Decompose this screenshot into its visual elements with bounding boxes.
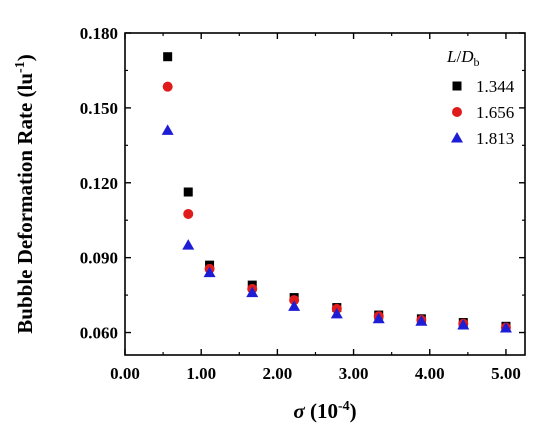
plot-frame xyxy=(124,32,526,356)
y-tick-label: 0.150 xyxy=(80,99,118,118)
data-point-circle xyxy=(183,208,194,219)
legend-title-L: L xyxy=(446,47,456,66)
x-axis-close: ) xyxy=(350,399,357,423)
data-point-triangle xyxy=(182,239,195,250)
data-point-triangle xyxy=(457,319,470,330)
legend-label: 1.656 xyxy=(476,103,514,122)
legend-title: L/Db xyxy=(446,47,479,69)
legend-title-slash: / xyxy=(456,47,461,66)
legend-marker-triangle xyxy=(451,132,463,143)
y-tick-label: 0.060 xyxy=(80,324,118,343)
legend-title-D: D xyxy=(460,47,474,66)
x-axis-exponent: -4 xyxy=(338,399,350,414)
series-1.344 xyxy=(163,52,511,331)
data-points xyxy=(161,52,512,333)
data-point-triangle xyxy=(161,124,174,135)
y-axis-main: Bubble Deformation Rate (lu xyxy=(13,73,37,334)
y-tick-label: 0.180 xyxy=(80,24,118,43)
x-tick-label: 5.00 xyxy=(491,364,521,383)
x-tick-label: 1.00 xyxy=(186,364,216,383)
legend-item: 1.813 xyxy=(451,129,514,148)
y-axis-close: ) xyxy=(13,54,37,61)
legend-marker-square xyxy=(452,81,462,91)
legend-item: 1.344 xyxy=(452,77,515,96)
legend-items: 1.344 1.656 1.813 xyxy=(451,77,515,148)
x-tick-label: 3.00 xyxy=(339,364,369,383)
data-point-triangle xyxy=(415,315,428,326)
legend-title-subscript: b xyxy=(473,55,479,69)
x-tick-label: 4.00 xyxy=(415,364,445,383)
legend-label: 1.813 xyxy=(476,129,514,148)
x-tick-label: 0.00 xyxy=(110,364,140,383)
legend: L/Db 1.344 1.656 1.813 xyxy=(446,47,515,148)
x-axis-symbol: σ xyxy=(293,399,305,423)
data-point-square xyxy=(183,187,193,197)
data-point-triangle xyxy=(499,322,512,333)
data-point-square xyxy=(163,52,173,62)
x-tick-label: 2.00 xyxy=(263,364,293,383)
legend-item: 1.656 xyxy=(452,103,514,122)
data-point-triangle xyxy=(330,307,343,319)
data-point-triangle xyxy=(246,286,259,298)
y-tick-label: 0.090 xyxy=(80,249,118,268)
y-axis-exponent: -1 xyxy=(13,61,28,73)
x-axis-unit: (10 xyxy=(305,399,338,423)
axis-tick-labels: 0.00 1.00 2.00 3.00 4.00 5.00 0.060 0.090 0.120 0… xyxy=(80,24,521,383)
legend-marker-circle xyxy=(452,107,462,117)
data-point-triangle xyxy=(203,266,216,278)
series-1.656 xyxy=(162,81,511,333)
y-tick-label: 0.120 xyxy=(80,174,118,193)
x-axis-title: σ (10-4) xyxy=(293,399,356,423)
y-axis-title: Bubble Deformation Rate (lu-1) xyxy=(13,54,37,333)
legend-label: 1.344 xyxy=(476,77,515,96)
axis-ticks xyxy=(124,32,525,355)
data-point-triangle xyxy=(288,300,301,311)
data-point-triangle xyxy=(372,312,385,324)
series-1.813 xyxy=(161,124,512,333)
data-point-circle xyxy=(162,81,173,92)
data-point-circle xyxy=(289,295,300,306)
